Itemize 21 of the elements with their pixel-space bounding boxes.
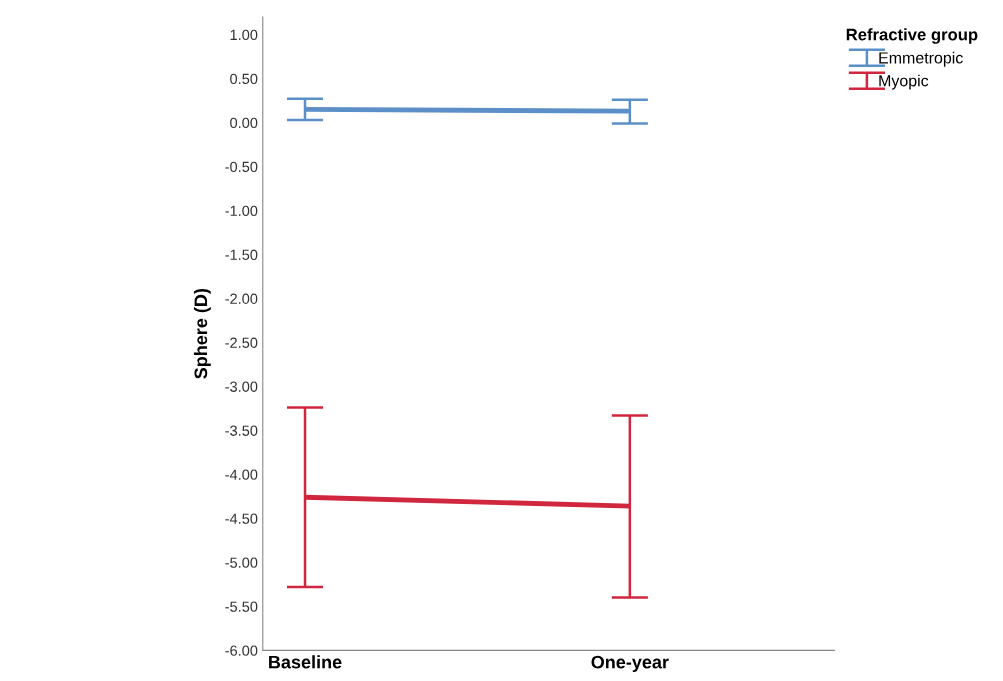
y-tick-label: -3.00 <box>225 381 258 392</box>
y-tick-label: 1.00 <box>230 29 258 41</box>
y-tick-label: -4.00 <box>225 469 258 480</box>
y-tick-label: -2.50 <box>225 337 258 348</box>
legend-label: Emmetropic <box>879 51 963 67</box>
y-tick-label: -1.50 <box>225 249 258 260</box>
x-tick-label: One-year <box>591 655 669 673</box>
y-tick-label: -0.50 <box>225 161 258 172</box>
legend-label: Myopic <box>879 74 929 90</box>
legend-title: Refractive group <box>846 28 978 44</box>
y-tick-label: 0.50 <box>230 73 258 85</box>
y-tick-label: -2.00 <box>225 293 258 304</box>
y-axis-title: Sphere (D) <box>193 288 211 379</box>
y-tick-label: -5.50 <box>225 601 258 612</box>
y-tick-label: -4.50 <box>225 513 258 524</box>
y-tick-label: -5.00 <box>225 557 258 568</box>
y-tick-label: -6.00 <box>225 645 258 656</box>
y-tick-label: 0.00 <box>230 117 258 129</box>
y-tick-label: -1.00 <box>225 205 258 216</box>
x-tick-label: Baseline <box>269 655 342 669</box>
y-tick-label: -3.50 <box>225 425 258 436</box>
